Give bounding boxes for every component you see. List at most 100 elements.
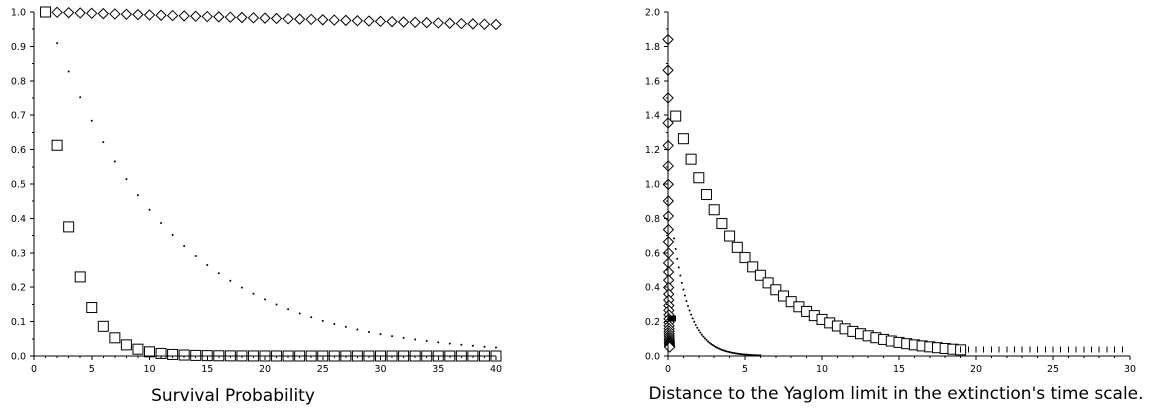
square-marker [40, 6, 52, 18]
dot-marker [728, 351, 731, 354]
square-marker [132, 343, 144, 355]
diamond-marker [213, 11, 225, 23]
y-tick-label: 1.0 [11, 8, 26, 19]
dot-marker [691, 317, 694, 320]
dot-marker [240, 286, 243, 289]
dot-marker [344, 325, 347, 328]
x-tick-label: 10 [816, 364, 828, 375]
diamond-marker [86, 7, 98, 20]
diamond-marker [305, 13, 317, 26]
dot-marker [680, 281, 683, 284]
dot-marker [136, 194, 139, 197]
dot-marker [725, 350, 728, 353]
square-marker [685, 153, 697, 165]
diamond-marker [189, 10, 202, 22]
square-marker [778, 290, 789, 302]
diamond-marker [178, 10, 190, 22]
dot-marker [679, 274, 682, 277]
diamond-marker [224, 11, 237, 23]
dot-marker [713, 345, 716, 348]
dot-marker [688, 309, 691, 312]
dot-marker [742, 353, 745, 356]
survival-probability-panel: 0 5 10 15 20 25 30 35 40 0.0 0.1 0.2 0.3 0.4 0.5 0.6 0.7… [11, 6, 502, 406]
dot-marker [391, 335, 394, 338]
dot-marker [707, 340, 710, 343]
y-tick-label: 0.1 [11, 317, 26, 328]
dot-marker [744, 353, 746, 356]
dot-marker [206, 264, 209, 267]
series-dot [44, 11, 497, 349]
diamond-marker [420, 16, 433, 29]
dot-marker [693, 320, 696, 323]
square-marker [167, 348, 179, 360]
diamond-marker [363, 15, 375, 27]
diamond-marker [351, 15, 364, 27]
dot-marker [356, 328, 359, 331]
square-marker [97, 320, 109, 332]
dot-marker [702, 335, 705, 338]
dot-marker [56, 42, 59, 45]
square-marker [747, 261, 759, 273]
diamond-marker [236, 11, 248, 24]
survival-probability-xlabel: Survival Probability [151, 386, 315, 406]
dot-marker [723, 349, 726, 352]
series-dot [673, 237, 762, 357]
dot-marker [747, 353, 750, 356]
dot-marker [682, 288, 685, 291]
dot-marker [160, 221, 163, 224]
dot-marker [425, 340, 428, 343]
dot-marker [677, 266, 680, 269]
dot-marker [367, 330, 370, 333]
diamond-marker [62, 6, 75, 19]
y-tick-label: 0.5 [11, 180, 26, 191]
y-tick-label: 0.7 [11, 111, 26, 122]
dot-marker [730, 351, 733, 354]
y-tick-label: 1.0 [645, 180, 660, 191]
x-tick-label: 5 [742, 364, 748, 375]
dot-marker [673, 237, 676, 240]
square-marker [693, 172, 705, 184]
square-marker [86, 302, 98, 314]
dot-marker [731, 351, 734, 354]
square-marker [762, 277, 774, 289]
yaglom-distance-panel: 0 5 10 15 20 25 30 0.0 0.2 0.4 0.6 0.8 1.0 1.2 1.4 1.6 1… [645, 8, 1144, 405]
diamond-marker [293, 13, 306, 25]
x-tick-label: 5 [89, 364, 95, 375]
y-tick-label: 0.0 [645, 352, 660, 363]
x-tick-label: 15 [893, 364, 905, 375]
y-tick-label: 1.2 [645, 145, 660, 156]
diamond-marker [444, 17, 456, 29]
series-square [670, 110, 967, 356]
dot-marker [708, 341, 711, 344]
dot-marker [125, 178, 128, 181]
diamond-marker [270, 12, 283, 25]
dot-marker [264, 298, 266, 301]
square-marker [701, 189, 712, 201]
dot-marker [333, 323, 336, 326]
square-marker [716, 218, 728, 230]
yaglom-distance-marks [662, 33, 1123, 357]
series-tick [960, 346, 1123, 353]
square-marker [120, 339, 132, 351]
dot-marker [217, 272, 220, 275]
dot-marker [437, 341, 440, 344]
square-marker [190, 349, 202, 361]
diamond-marker [409, 16, 421, 29]
series-square [40, 6, 502, 362]
dot-marker [690, 313, 693, 316]
x-tick-label: 0 [665, 364, 671, 375]
x-tick-label: 25 [317, 364, 329, 375]
diamond-marker [51, 6, 63, 19]
x-tick-label: 20 [259, 364, 271, 375]
dot-marker [722, 349, 725, 352]
y-tick-label: 0.9 [11, 42, 26, 53]
dot-marker [716, 346, 719, 349]
dot-marker [737, 352, 740, 355]
dot-marker [683, 294, 686, 297]
dot-marker [740, 353, 743, 356]
dot-marker [720, 348, 723, 351]
dot-marker [171, 234, 174, 237]
dot-marker [745, 353, 748, 356]
diamond-marker [432, 17, 444, 29]
dot-marker [471, 344, 474, 347]
